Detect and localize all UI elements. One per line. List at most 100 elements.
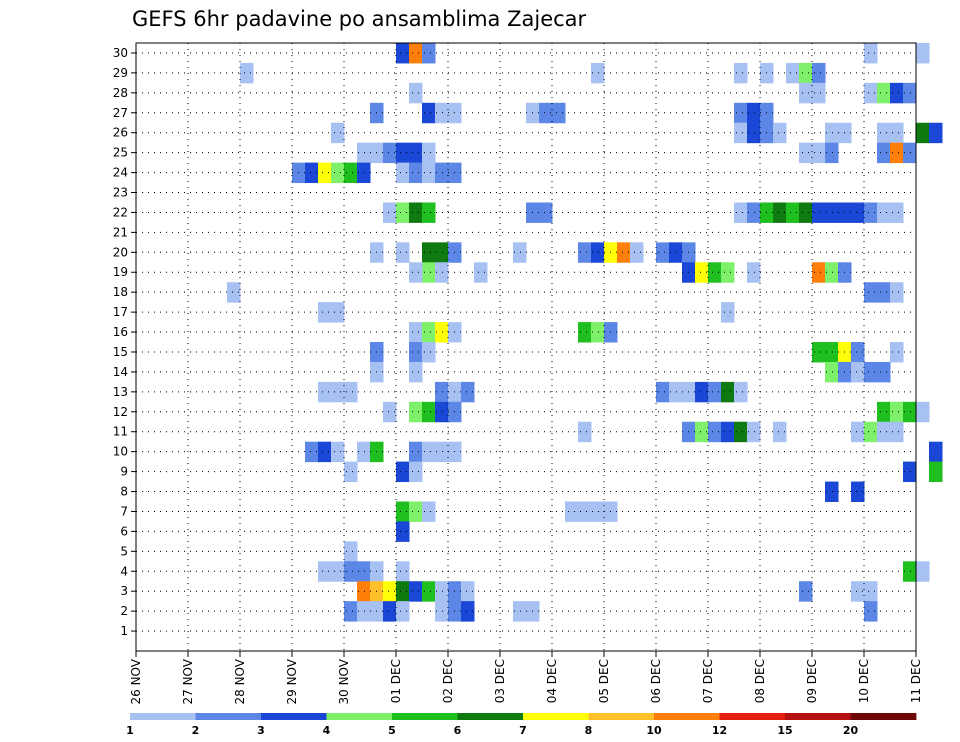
cell-m13-t25	[461, 381, 475, 403]
cell-m7-t21	[409, 501, 423, 522]
ytick-label-23: 23	[113, 186, 128, 200]
cell-m9-t16	[344, 461, 358, 483]
cell-m25-t58	[890, 142, 904, 164]
cell-m29-t51	[799, 62, 813, 84]
cell-m22-t51	[799, 202, 813, 223]
cell-m11-t46	[734, 421, 748, 443]
colorbar-swatch-6	[523, 713, 589, 720]
colorbar-swatch-10	[785, 713, 851, 720]
cell-m11-t55	[851, 421, 865, 443]
cell-m11-t57	[877, 421, 904, 443]
cell-m12-t19	[383, 401, 397, 423]
cell-m30-t20	[396, 43, 410, 64]
colorbar-swatch-8	[654, 713, 720, 720]
chart-title: GEFS 6hr padavine po ansamblima Zajecar	[132, 7, 587, 31]
cell-m7-t33	[565, 501, 618, 522]
cell-m24-t20	[396, 162, 410, 184]
colorbar-label-5: 5	[388, 724, 396, 737]
ytick-label-16: 16	[113, 325, 128, 339]
cell-m15-t22	[422, 342, 436, 363]
xtick-label-14: 10 DEC	[857, 659, 871, 703]
ytick-label-5: 5	[120, 544, 128, 558]
cell-m20-t29	[513, 242, 527, 263]
cell-m9-t59	[903, 461, 917, 483]
xtick-label-9: 05 DEC	[597, 659, 611, 703]
cell-m28-t57	[877, 82, 891, 104]
ytick-label-25: 25	[113, 146, 128, 160]
cell-m25-t51	[799, 142, 826, 164]
cell-m5-t16	[344, 541, 358, 562]
cell-m29-t8	[240, 62, 254, 84]
cell-m14-t53	[825, 361, 839, 383]
xtick-label-7: 03 DEC	[493, 659, 507, 703]
cell-m13-t44	[708, 381, 722, 403]
xtick-label-12: 08 DEC	[753, 659, 767, 703]
cell-m24-t15	[331, 162, 345, 184]
cell-m22-t57	[877, 202, 904, 223]
cell-m28-t58	[890, 82, 904, 104]
cell-m2-t23	[435, 601, 449, 622]
cell-m13-t46	[734, 381, 748, 403]
cell-m15-t52	[812, 342, 839, 363]
colorbar-swatch-1	[195, 713, 262, 720]
cell-m25-t22	[422, 142, 436, 164]
cell-m4-t16	[344, 561, 358, 582]
colorbar-label-4: 4	[323, 724, 331, 737]
cell-m24-t14	[318, 162, 332, 184]
cell-m25-t20	[396, 142, 423, 164]
cell-m19-t44	[708, 262, 722, 283]
cell-m10-t13	[305, 441, 319, 463]
cell-m4-t15	[331, 561, 345, 582]
cell-m12-t58	[890, 401, 904, 423]
cell-m15-t21	[409, 342, 423, 363]
cell-m10-t15	[331, 441, 345, 463]
cell-m20-t20	[396, 242, 410, 263]
cell-m29-t35	[591, 62, 605, 84]
colorbar-swatch-7	[588, 713, 655, 720]
cell-m26-t47	[747, 122, 761, 144]
cell-m26-t46	[734, 122, 748, 144]
ytick-label-22: 22	[113, 205, 128, 219]
ytick-label-19: 19	[113, 265, 128, 279]
cell-m9-t20	[396, 461, 410, 483]
cell-m27-t47	[747, 102, 761, 124]
cell-m12-t60	[916, 401, 930, 423]
cell-m19-t47	[747, 262, 761, 283]
cell-m13-t40	[656, 381, 670, 403]
cell-m9-t21	[409, 461, 423, 483]
cell-m14-t55	[851, 361, 865, 383]
cell-m13-t45	[721, 381, 735, 403]
xtick-label-11: 07 DEC	[701, 659, 715, 703]
cell-m19-t53	[825, 262, 839, 283]
cell-m16-t23	[435, 322, 449, 343]
cell-m29-t46	[734, 62, 748, 84]
colorbar-swatch-2	[261, 713, 327, 720]
cell-m6-t20	[396, 521, 410, 542]
cell-m15-t58	[890, 342, 904, 363]
ytick-label-29: 29	[113, 66, 128, 80]
cell-m2-t19	[383, 601, 397, 622]
cell-m4-t20	[396, 561, 410, 582]
xtick-label-4: 30 NOV	[337, 658, 351, 704]
colorbar-swatch-4	[392, 713, 458, 720]
cell-m28-t56	[864, 82, 878, 104]
cell-m22-t22	[422, 202, 436, 223]
ytick-label-15: 15	[113, 345, 128, 359]
cell-m3-t21	[409, 581, 423, 602]
cell-m11-t47	[747, 421, 761, 443]
cell-m3-t55	[851, 581, 878, 602]
cell-m19-t23	[435, 262, 449, 283]
grid-lines	[136, 43, 916, 651]
colorbar-label-8: 8	[585, 724, 593, 737]
cell-m13-t14	[318, 381, 358, 403]
ytick-label-24: 24	[113, 166, 128, 180]
cell-m22-t47	[747, 202, 761, 223]
cell-m19-t26	[474, 262, 488, 283]
cell-m2-t20	[396, 601, 410, 622]
xtick-label-10: 06 DEC	[649, 659, 663, 703]
cell-m12-t59	[903, 401, 917, 423]
cell-m13-t43	[695, 381, 709, 403]
cell-m19-t45	[721, 262, 735, 283]
ytick-label-6: 6	[120, 524, 128, 538]
xtick-label-0: 26 NOV	[129, 658, 143, 704]
